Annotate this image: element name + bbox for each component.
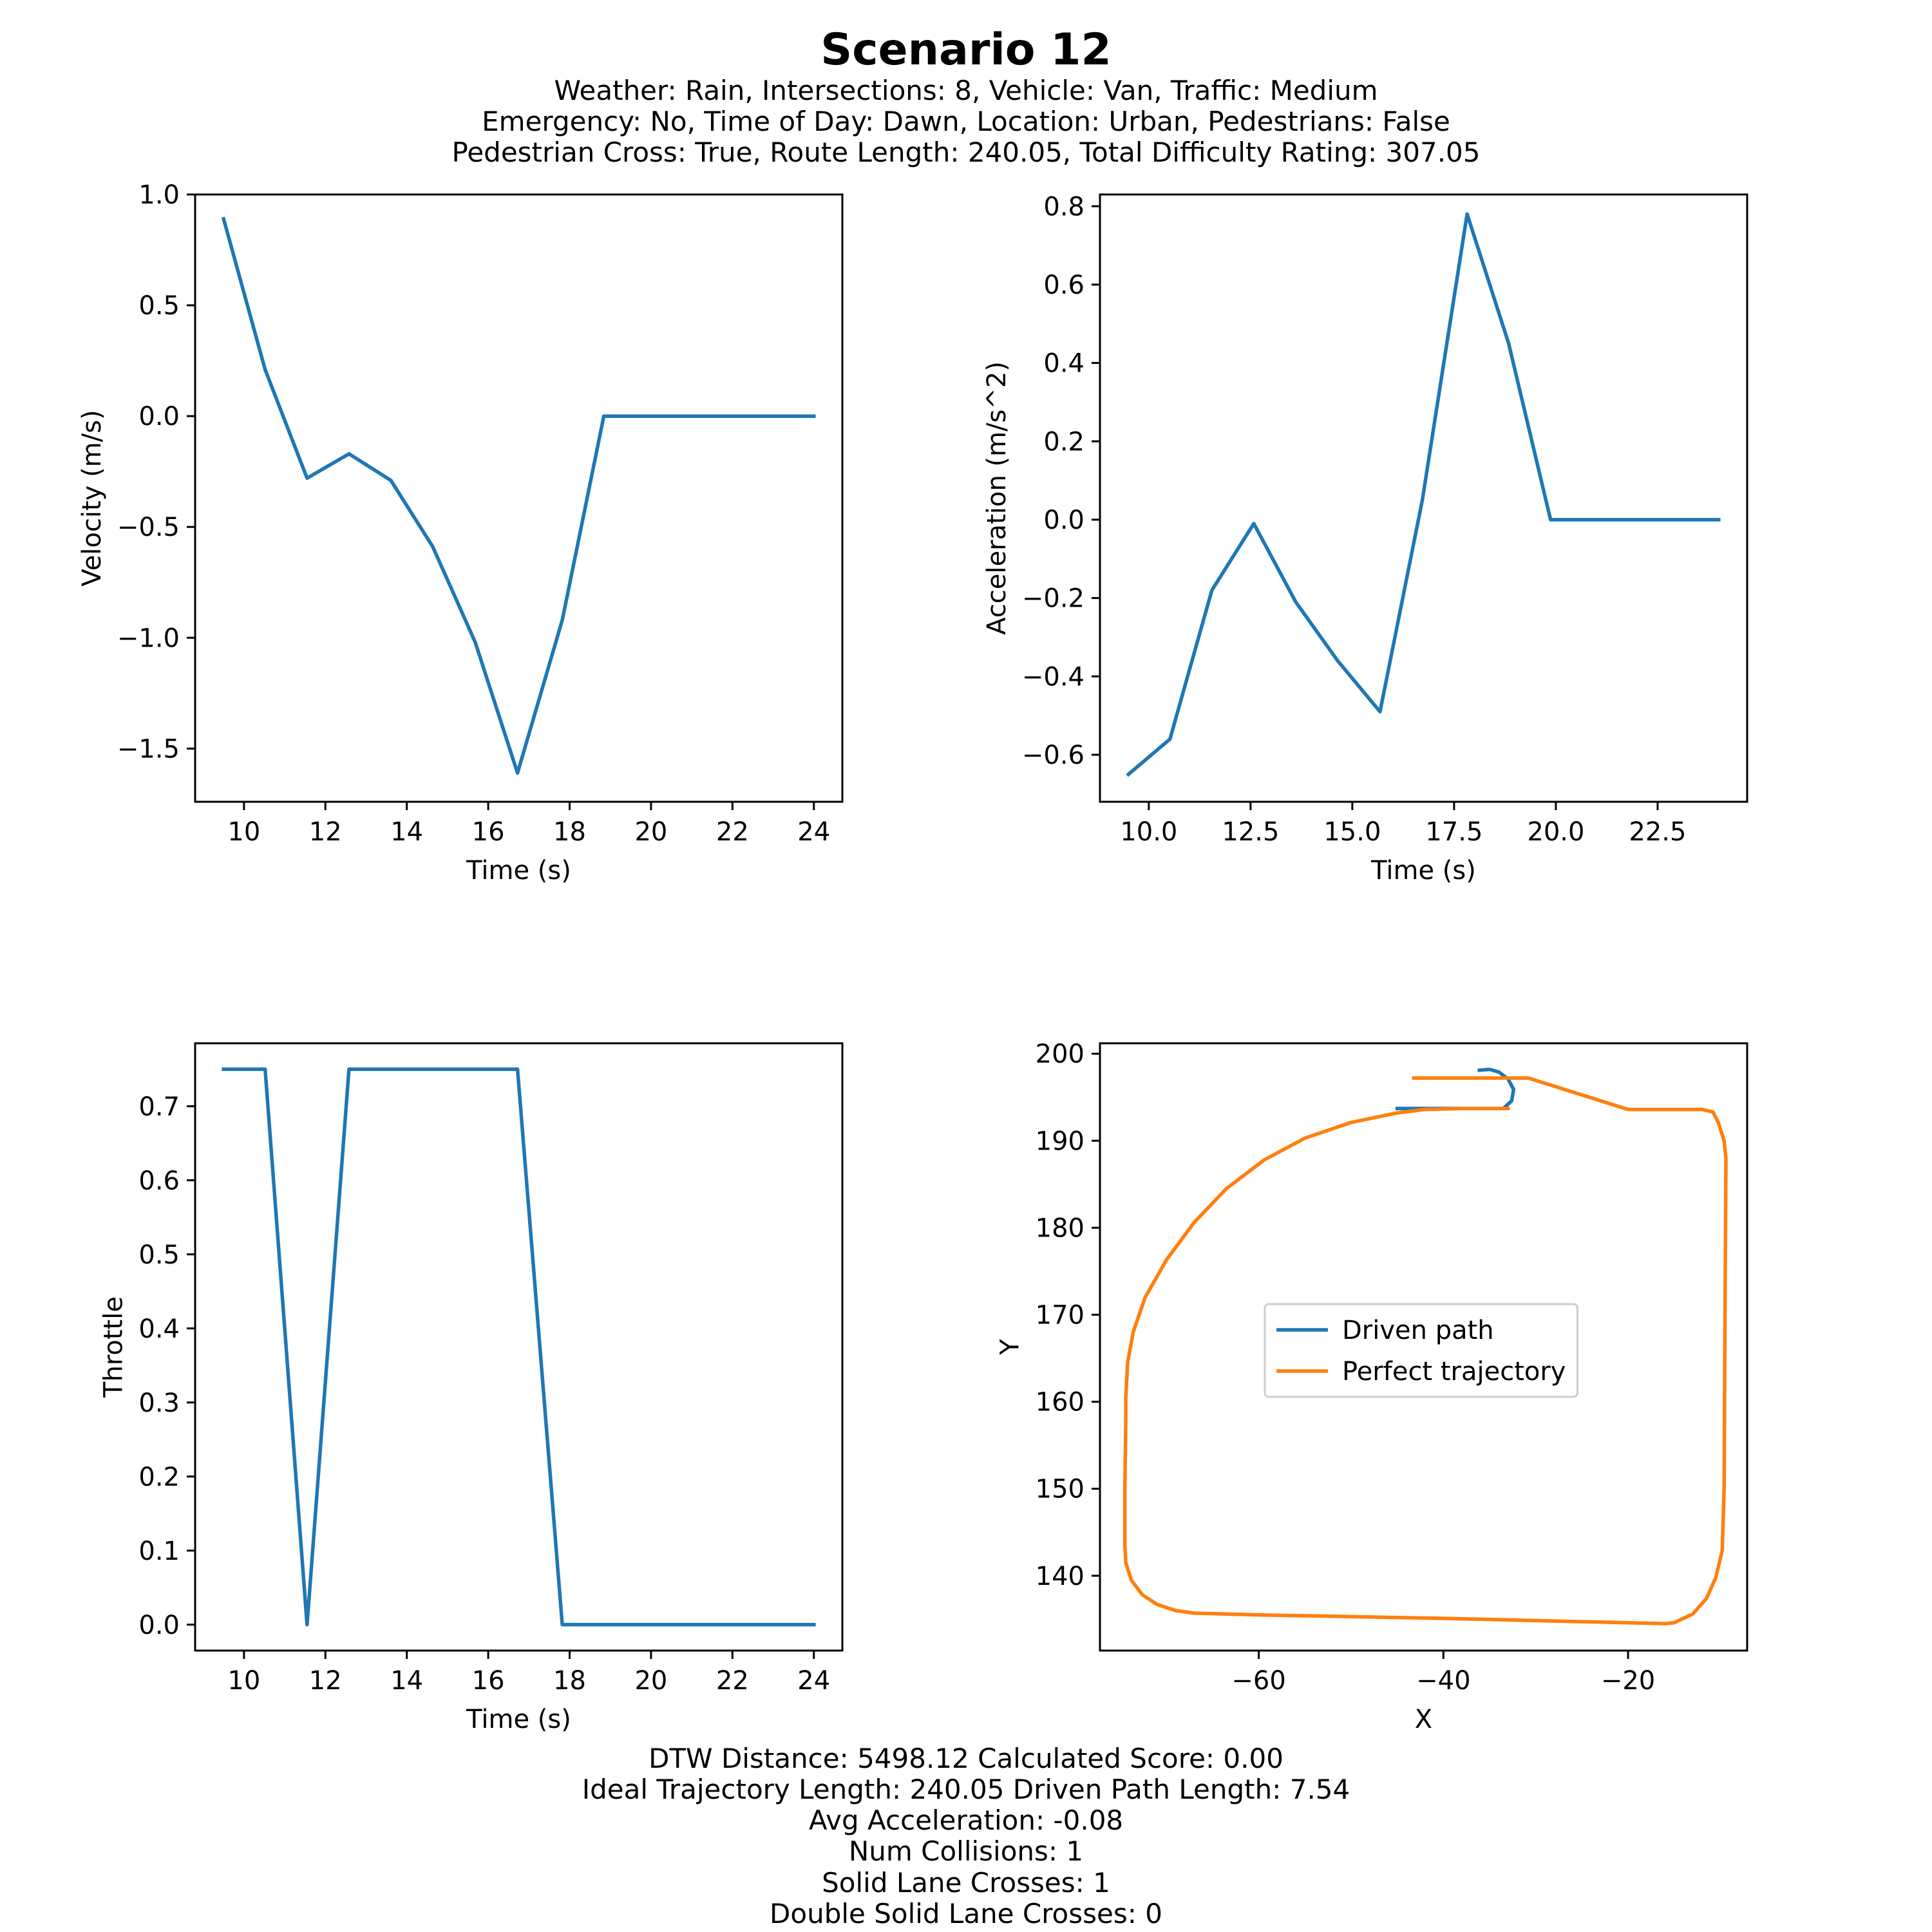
x-tick-label: 12	[309, 1666, 342, 1696]
x-tick-label: −40	[1416, 1666, 1470, 1696]
x-tick-label: 17.5	[1425, 817, 1482, 847]
y-tick-label: −1.0	[117, 623, 180, 653]
axes-frame	[194, 193, 844, 803]
y-tick-label: 0.0	[138, 402, 180, 431]
footer-line-double-solid: Double Solid Lane Crosses: 0	[770, 1898, 1162, 1929]
velocity-plot: 10 12 14 16 18 20 22 24 1.0 0.5 0.0 −0.5 −1.0 −1.5 Tim…	[77, 180, 844, 886]
legend-label-driven-path: Driven path	[1342, 1316, 1494, 1345]
footer-line-avg-accel: Avg Acceleration: -0.08	[808, 1804, 1124, 1836]
x-tick-label: 22	[716, 817, 749, 847]
y-axis-label: Throttle	[99, 1296, 128, 1398]
legend: Driven path Perfect trajectory	[1264, 1303, 1578, 1398]
y-tick-label: −0.4	[1022, 662, 1084, 692]
x-tick-label: 22.5	[1629, 817, 1686, 847]
axes-frame	[1099, 193, 1748, 803]
footer-line-lengths: Ideal Trajectory Length: 240.05 Driven P…	[582, 1774, 1350, 1805]
x-tick-label: 10	[227, 1666, 260, 1696]
series-line-perfect-trajectory	[1122, 1076, 1728, 1625]
subtitle-line-3: Pedestrian Cross: True, Route Length: 24…	[451, 137, 1481, 168]
y-tick-label: 170	[1036, 1301, 1084, 1331]
y-tick-label: −0.5	[117, 513, 180, 542]
subtitle-line-2: Emergency: No, Time of Day: Dawn, Locati…	[482, 106, 1450, 137]
x-tick-label: −20	[1601, 1666, 1655, 1696]
x-tick-label: 12	[309, 817, 342, 847]
x-tick-label: 10.0	[1120, 817, 1177, 847]
x-tick-label: 20	[634, 817, 667, 847]
y-tick-label: 0.6	[1043, 270, 1084, 300]
y-axis-label: Y	[996, 1339, 1025, 1356]
y-tick-label: 0.5	[138, 291, 180, 321]
axes-frame	[194, 1042, 844, 1652]
series-line-1	[221, 216, 816, 775]
x-axis-label: Time (s)	[466, 856, 571, 886]
y-tick-label: 0.7	[138, 1092, 180, 1122]
x-axis-label: X	[1415, 1705, 1432, 1734]
y-tick-label: −0.6	[1022, 741, 1084, 770]
y-tick-label: 0.5	[138, 1240, 180, 1270]
y-tick-label: 1.0	[138, 180, 180, 210]
x-tick-label: 20	[634, 1666, 667, 1696]
y-tick-label: 0.8	[1043, 192, 1084, 222]
x-tick-label: 10	[227, 817, 260, 847]
legend-label-perfect-trajectory: Perfect trajectory	[1342, 1357, 1566, 1387]
x-tick-label: 24	[797, 1666, 830, 1696]
x-tick-label: 16	[472, 1666, 505, 1696]
acceleration-plot: 10.0 12.5 15.0 17.5 20.0 22.5 0.8 0.6 0.4 0.2 0.0 −…	[982, 192, 1748, 886]
y-tick-label: 200	[1036, 1039, 1084, 1069]
trajectory-plot: −60 −40 −20 200 190 180 170 160 150 140 X Y Driven p…	[996, 1039, 1748, 1734]
x-axis-label: Time (s)	[466, 1705, 571, 1734]
y-tick-label: 0.4	[138, 1314, 180, 1344]
y-tick-label: 0.0	[138, 1611, 180, 1640]
x-tick-label: −60	[1231, 1666, 1285, 1696]
y-tick-label: 0.1	[138, 1537, 180, 1566]
subtitle-line-1: Weather: Rain, Intersections: 8, Vehicle…	[554, 75, 1378, 106]
y-tick-label: 190	[1036, 1126, 1084, 1156]
series-line-1	[1126, 212, 1721, 777]
y-tick-label: 0.6	[138, 1166, 180, 1196]
y-tick-label: 0.0	[1043, 506, 1084, 535]
footer-line-dtw: DTW Distance: 5498.12 Calculated Score: …	[649, 1743, 1283, 1774]
y-tick-label: 140	[1036, 1562, 1084, 1591]
y-tick-label: 180	[1036, 1213, 1084, 1243]
x-tick-label: 14	[390, 1666, 423, 1696]
y-tick-label: 0.2	[1043, 427, 1084, 457]
y-tick-label: 0.3	[138, 1388, 180, 1418]
y-tick-label: 0.4	[1043, 349, 1084, 379]
y-tick-label: −1.5	[117, 734, 180, 764]
y-tick-label: −0.2	[1022, 584, 1084, 614]
y-tick-label: 0.2	[138, 1463, 180, 1492]
y-axis-label: Velocity (m/s)	[77, 410, 107, 586]
x-axis-label: Time (s)	[1370, 856, 1476, 886]
x-tick-label: 16	[472, 817, 505, 847]
throttle-plot: 10 12 14 16 18 20 22 24 0.7 0.6 0.5 0.4 0.3 0.2 0.1 0.0…	[99, 1042, 844, 1734]
y-tick-label: 160	[1036, 1388, 1084, 1417]
x-tick-label: 14	[390, 817, 423, 847]
y-axis-label: Acceleration (m/s^2)	[982, 361, 1012, 635]
y-tick-label: 150	[1036, 1475, 1084, 1504]
x-tick-label: 18	[553, 1666, 586, 1696]
legend-box	[1264, 1303, 1578, 1398]
series-line-1	[222, 1067, 816, 1627]
axes-frame	[1099, 1042, 1748, 1652]
footer-line-collisions: Num Collisions: 1	[848, 1835, 1084, 1867]
x-tick-label: 24	[797, 817, 830, 847]
x-tick-label: 22	[716, 1666, 749, 1696]
x-tick-label: 15.0	[1323, 817, 1381, 847]
figure-title: Scenario 12	[820, 24, 1112, 75]
x-tick-label: 12.5	[1222, 817, 1279, 847]
x-tick-label: 18	[553, 817, 586, 847]
x-tick-label: 20.0	[1527, 817, 1584, 847]
footer-line-solid-lane: Solid Lane Crosses: 1	[822, 1867, 1110, 1899]
series-line-driven-path	[1395, 1067, 1516, 1111]
